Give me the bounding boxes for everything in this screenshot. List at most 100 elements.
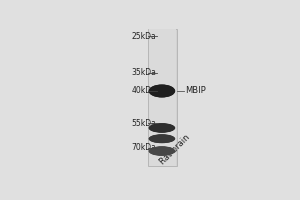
Ellipse shape bbox=[152, 86, 172, 96]
Ellipse shape bbox=[148, 84, 175, 98]
Ellipse shape bbox=[160, 150, 164, 152]
Ellipse shape bbox=[156, 137, 168, 141]
Ellipse shape bbox=[149, 123, 174, 132]
Ellipse shape bbox=[160, 127, 164, 129]
Ellipse shape bbox=[156, 149, 168, 153]
Ellipse shape bbox=[150, 124, 174, 132]
Ellipse shape bbox=[157, 149, 167, 153]
Ellipse shape bbox=[154, 87, 170, 95]
Ellipse shape bbox=[159, 127, 165, 129]
Ellipse shape bbox=[158, 89, 166, 93]
Ellipse shape bbox=[153, 87, 171, 95]
Ellipse shape bbox=[148, 134, 175, 143]
Ellipse shape bbox=[160, 90, 164, 92]
Ellipse shape bbox=[154, 148, 169, 154]
Ellipse shape bbox=[160, 127, 164, 129]
Ellipse shape bbox=[158, 89, 166, 93]
Ellipse shape bbox=[150, 85, 174, 97]
Ellipse shape bbox=[149, 85, 174, 97]
Ellipse shape bbox=[150, 135, 174, 143]
Ellipse shape bbox=[152, 125, 171, 131]
Text: Rat brain: Rat brain bbox=[158, 133, 191, 166]
Ellipse shape bbox=[153, 136, 171, 142]
Ellipse shape bbox=[157, 126, 167, 130]
Text: 40kDa: 40kDa bbox=[132, 86, 157, 95]
Ellipse shape bbox=[149, 85, 175, 97]
Ellipse shape bbox=[149, 147, 174, 156]
Ellipse shape bbox=[158, 89, 166, 93]
Ellipse shape bbox=[159, 127, 165, 129]
Ellipse shape bbox=[153, 148, 171, 154]
Ellipse shape bbox=[152, 124, 172, 132]
Ellipse shape bbox=[160, 150, 164, 152]
Text: 35kDa: 35kDa bbox=[132, 68, 157, 77]
Ellipse shape bbox=[158, 137, 166, 140]
Text: 70kDa: 70kDa bbox=[132, 143, 157, 152]
Ellipse shape bbox=[156, 126, 168, 130]
Ellipse shape bbox=[153, 136, 171, 142]
Ellipse shape bbox=[154, 148, 170, 154]
Ellipse shape bbox=[161, 90, 163, 92]
Ellipse shape bbox=[150, 85, 174, 97]
Ellipse shape bbox=[154, 136, 170, 141]
Ellipse shape bbox=[159, 150, 165, 152]
Ellipse shape bbox=[158, 149, 166, 153]
Ellipse shape bbox=[160, 138, 164, 139]
Ellipse shape bbox=[158, 150, 166, 152]
Ellipse shape bbox=[158, 126, 166, 130]
Ellipse shape bbox=[160, 138, 164, 140]
Ellipse shape bbox=[157, 137, 167, 141]
Ellipse shape bbox=[152, 136, 171, 142]
Ellipse shape bbox=[149, 123, 175, 133]
Ellipse shape bbox=[159, 89, 165, 93]
Ellipse shape bbox=[158, 137, 166, 140]
Ellipse shape bbox=[158, 127, 166, 129]
Ellipse shape bbox=[152, 124, 172, 132]
Ellipse shape bbox=[148, 146, 175, 156]
Ellipse shape bbox=[156, 149, 168, 153]
Ellipse shape bbox=[160, 90, 164, 92]
Ellipse shape bbox=[152, 86, 171, 96]
Ellipse shape bbox=[154, 87, 169, 95]
Ellipse shape bbox=[161, 138, 163, 139]
Ellipse shape bbox=[159, 90, 165, 92]
Text: 55kDa: 55kDa bbox=[132, 119, 157, 128]
Ellipse shape bbox=[153, 87, 171, 95]
Ellipse shape bbox=[159, 150, 165, 152]
Ellipse shape bbox=[149, 135, 174, 143]
Ellipse shape bbox=[160, 151, 164, 152]
Ellipse shape bbox=[155, 88, 169, 94]
Ellipse shape bbox=[153, 148, 171, 154]
Ellipse shape bbox=[150, 147, 174, 155]
Ellipse shape bbox=[155, 126, 169, 130]
Ellipse shape bbox=[153, 125, 171, 131]
Ellipse shape bbox=[156, 137, 168, 141]
Ellipse shape bbox=[154, 125, 170, 131]
Ellipse shape bbox=[151, 85, 173, 96]
Ellipse shape bbox=[160, 138, 164, 139]
Ellipse shape bbox=[157, 88, 167, 94]
Ellipse shape bbox=[152, 147, 172, 155]
Ellipse shape bbox=[155, 125, 169, 130]
Ellipse shape bbox=[154, 125, 170, 131]
Ellipse shape bbox=[151, 135, 173, 142]
Ellipse shape bbox=[158, 138, 166, 140]
Ellipse shape bbox=[155, 149, 169, 154]
Ellipse shape bbox=[157, 126, 167, 130]
Ellipse shape bbox=[152, 135, 172, 142]
Ellipse shape bbox=[151, 86, 173, 96]
Ellipse shape bbox=[155, 149, 169, 153]
Ellipse shape bbox=[150, 135, 174, 143]
Ellipse shape bbox=[149, 146, 175, 156]
Ellipse shape bbox=[151, 124, 173, 132]
Ellipse shape bbox=[155, 88, 169, 94]
Ellipse shape bbox=[157, 89, 167, 93]
Ellipse shape bbox=[157, 137, 167, 140]
Ellipse shape bbox=[159, 138, 165, 140]
Ellipse shape bbox=[156, 126, 168, 130]
Ellipse shape bbox=[152, 86, 172, 96]
Ellipse shape bbox=[155, 136, 169, 141]
Ellipse shape bbox=[154, 87, 170, 95]
Ellipse shape bbox=[150, 147, 174, 155]
Ellipse shape bbox=[158, 150, 166, 152]
